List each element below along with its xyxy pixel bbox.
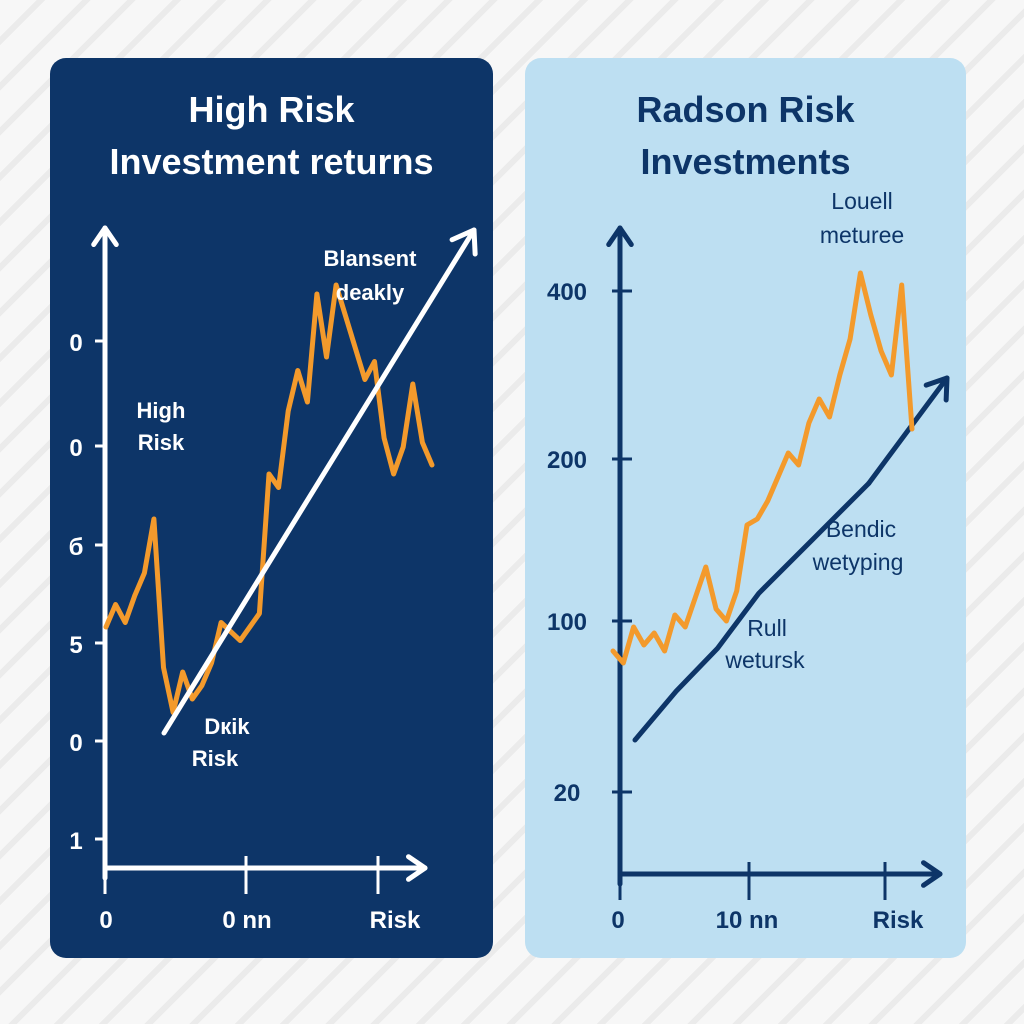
right-trend-arrow bbox=[866, 375, 950, 486]
left-annotation-high-risk: Risk bbox=[138, 430, 185, 455]
right-annotation-bendic: wetyping bbox=[812, 549, 904, 575]
left-trend-arrow bbox=[161, 227, 477, 736]
left-y-tick-label: 0 bbox=[69, 330, 82, 357]
left-x-axis-head bbox=[405, 854, 428, 882]
left-annotation-blansent: deakly bbox=[336, 280, 405, 305]
left-annotation-dkik: Risk bbox=[192, 746, 239, 771]
left-chart-title-line: High Risk bbox=[188, 89, 355, 130]
right-y-tick-label: 100 bbox=[547, 609, 587, 636]
left-annotation-dkik: Dкik bbox=[204, 714, 250, 739]
left-annotation-blansent: Blansent bbox=[324, 246, 418, 271]
right-trend-line bbox=[632, 480, 872, 743]
right-y-tick-label: 400 bbox=[547, 279, 587, 306]
left-y-tick-label: б bbox=[69, 534, 84, 561]
left-x-tick-label: 0 bbox=[99, 907, 112, 934]
left-chart-title-line: Investment returns bbox=[109, 141, 434, 182]
right-chart-title-line: Investments bbox=[640, 141, 851, 182]
left-y-axis-head bbox=[91, 225, 119, 248]
right-x-axis-head bbox=[920, 860, 943, 888]
right-y-axis-head bbox=[606, 225, 634, 248]
right-y-tick-label: 20 bbox=[554, 780, 581, 807]
left-annotation-high-risk: High bbox=[137, 398, 186, 423]
right-x-tick-label: Risk bbox=[873, 907, 924, 934]
right-annotation-louell: meturee bbox=[820, 222, 904, 248]
right-annotation-rull: Rull bbox=[747, 615, 787, 641]
left-chart-title: High Risk Investment returns bbox=[50, 84, 493, 188]
right-series-line bbox=[610, 270, 915, 666]
right-annotation-rull: wetursk bbox=[724, 647, 805, 673]
left-x-tick-label: Risk bbox=[370, 907, 421, 934]
left-chart-panel: High Risk Investment returns 0 0 б 5 0 1 0 0 nn… bbox=[50, 58, 493, 958]
right-chart-title: Radson Risk Investments bbox=[525, 84, 966, 188]
right-annotation-louell: Louell bbox=[831, 188, 892, 214]
left-line-chart: 0 0 б 5 0 1 0 0 nn Risk Blansent deakly High Risk Dкi… bbox=[69, 225, 478, 934]
right-trend-arrow-head bbox=[923, 375, 950, 403]
right-annotation-bendic: Bendic bbox=[826, 516, 896, 542]
right-x-tick-label: 10 nn bbox=[716, 907, 779, 934]
right-chart-title-line: Radson Risk bbox=[636, 89, 855, 130]
right-x-tick-label: 0 bbox=[611, 907, 624, 934]
left-series-line bbox=[103, 282, 435, 715]
right-chart-panel: Radson Risk Investments 400 200 100 20 0 10 n… bbox=[525, 58, 966, 958]
left-y-tick-label: 0 bbox=[69, 730, 82, 757]
left-y-tick-label: 0 bbox=[69, 435, 82, 462]
left-y-tick-label: 5 bbox=[69, 632, 82, 659]
right-y-tick-label: 200 bbox=[547, 447, 587, 474]
left-y-tick-label: 1 bbox=[69, 828, 82, 855]
left-x-tick-label: 0 nn bbox=[222, 907, 271, 934]
left-trend-arrow-head bbox=[449, 227, 478, 257]
